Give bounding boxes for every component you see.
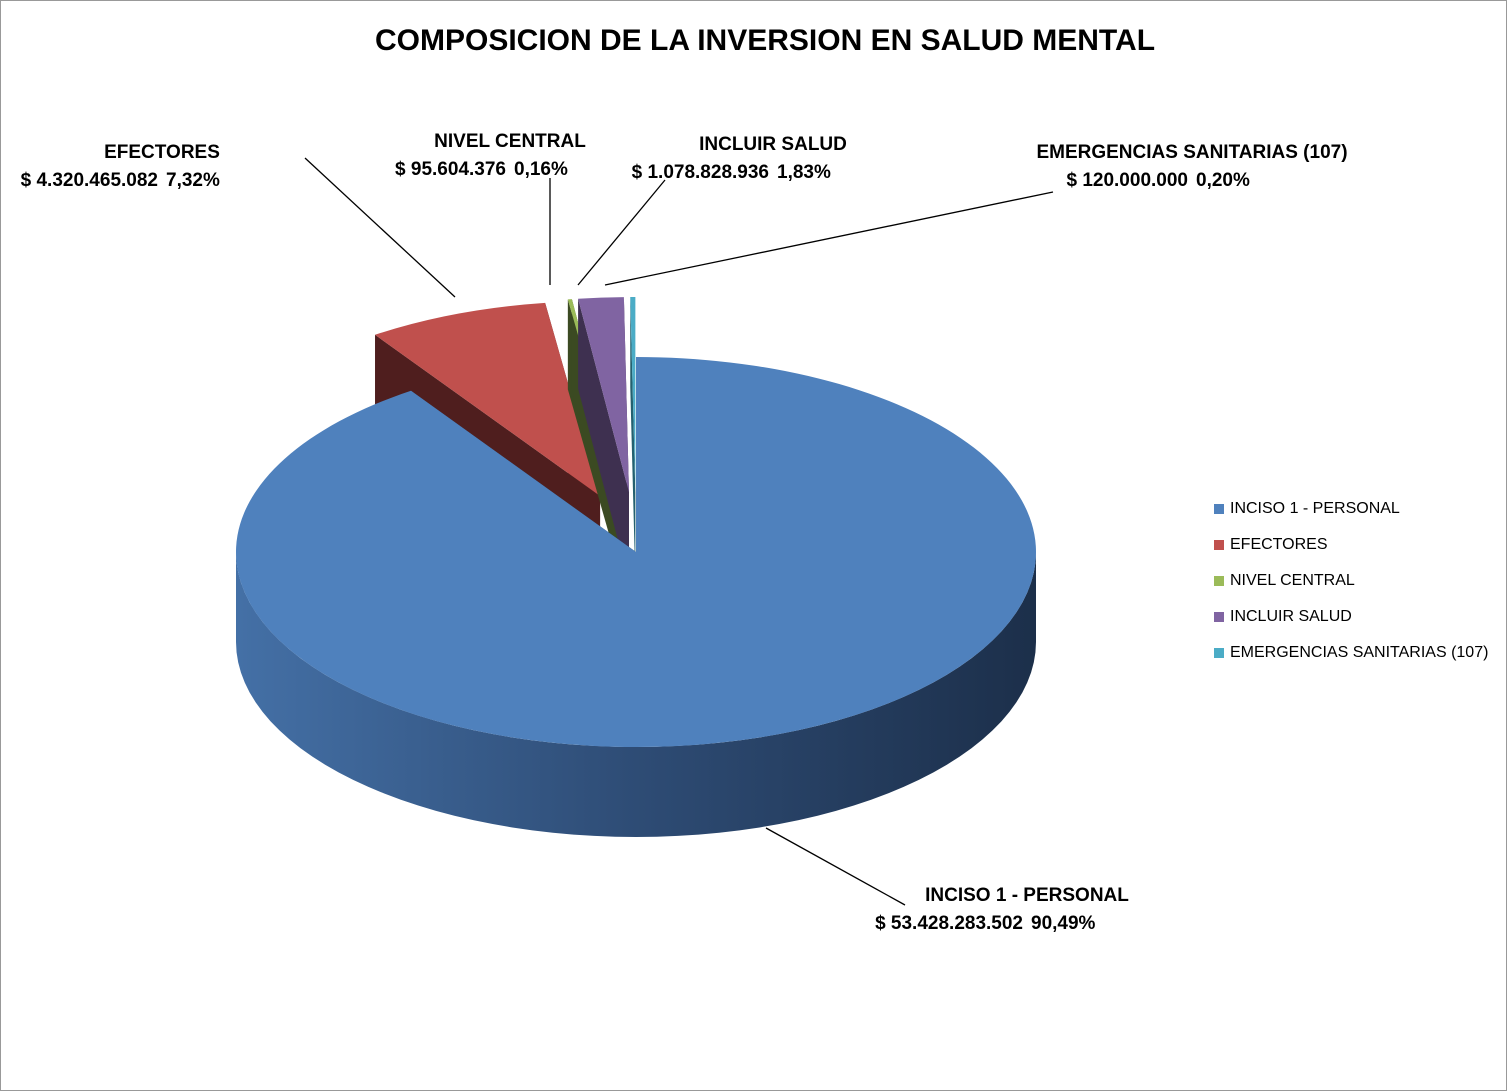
legend-swatch — [1214, 576, 1224, 586]
data-label: EMERGENCIAS SANITARIAS (107) $ 120.000.00… — [1036, 142, 1347, 191]
legend-label: EFECTORES — [1230, 536, 1328, 553]
legend-label: INCISO 1 - PERSONAL — [1230, 500, 1400, 517]
label-value: $ 1.078.828.936 — [632, 162, 769, 183]
leader-line — [765, 827, 906, 906]
data-label: INCLUIR SALUD $ 1.078.828.936 1,83% — [632, 134, 847, 183]
chart-title: COMPOSICION DE LA INVERSION EN SALUD MEN… — [375, 24, 1155, 57]
slice-wall — [578, 298, 629, 583]
slice — [375, 302, 601, 497]
legend-swatch — [1214, 648, 1224, 658]
legend-label: NIVEL CENTRAL — [1230, 572, 1355, 589]
label-category: INCLUIR SALUD — [699, 134, 847, 155]
legend-swatch — [1214, 540, 1224, 550]
label-value: $ 4.320.465.082 — [21, 170, 158, 191]
label-percent: 0,16% — [514, 159, 568, 180]
data-label: EFECTORES $ 4.320.465.082 7,32% — [21, 142, 220, 191]
leader-line — [604, 191, 1054, 286]
label-percent: 7,32% — [166, 170, 220, 191]
legend-swatch — [1214, 504, 1224, 514]
label-value: $ 120.000.000 — [1066, 170, 1188, 191]
label-category: NIVEL CENTRAL — [434, 131, 586, 152]
legend-label: INCLUIR SALUD — [1230, 608, 1352, 625]
legend-swatch — [1214, 612, 1224, 622]
legend-label: EMERGENCIAS SANITARIAS (107) — [1230, 644, 1488, 661]
data-label: NIVEL CENTRAL $ 95.604.376 0,16% — [395, 131, 586, 180]
leader-line — [577, 179, 666, 286]
slice — [578, 297, 629, 493]
slice-wall — [630, 297, 636, 583]
label-category: EMERGENCIAS SANITARIAS (107) — [1036, 142, 1347, 163]
slice — [630, 297, 636, 493]
slice-side — [236, 552, 1036, 837]
slice — [235, 357, 1036, 748]
data-label: INCISO 1 - PERSONAL $ 53.428.283.502 90,49… — [875, 885, 1129, 934]
label-percent: 1,83% — [777, 162, 831, 183]
label-percent: 0,20% — [1196, 170, 1250, 191]
label-percent: 90,49% — [1031, 913, 1096, 934]
label-category: EFECTORES — [104, 142, 220, 163]
label-value: $ 95.604.376 — [395, 159, 506, 180]
label-category: INCISO 1 - PERSONAL — [925, 885, 1129, 906]
label-value: $ 53.428.283.502 — [875, 913, 1023, 934]
leader-line — [304, 157, 456, 298]
